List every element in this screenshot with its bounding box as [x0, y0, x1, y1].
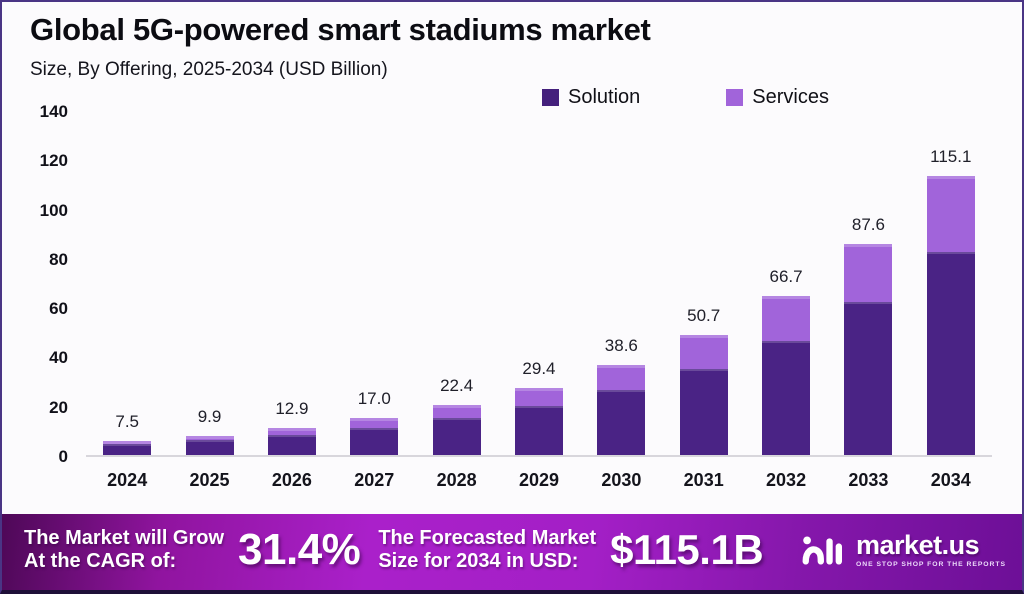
forecast-value: $115.1B — [610, 526, 764, 573]
bar-stack-2033 — [844, 244, 893, 455]
bar-segment-solution-2032 — [762, 340, 811, 455]
y-tick-40: 40 — [49, 348, 68, 368]
x-axis-labels: 2024 2025 2026 2027 2028 2029 2030 2031 2032 2033… — [86, 470, 992, 491]
bar-segment-solution-2030 — [597, 390, 646, 455]
x-label-2027: 2027 — [354, 470, 395, 490]
bar-segment-solution-2031 — [679, 369, 728, 455]
x-label-2031: 2031 — [683, 470, 724, 490]
bar-group-2033: 87.6 — [827, 112, 909, 455]
bar-group-2027: 17.0 — [333, 112, 415, 455]
bar-segment-services-2026 — [267, 428, 316, 435]
x-label-2029: 2029 — [518, 470, 559, 490]
bar-segment-services-2027 — [350, 418, 399, 428]
footer-banner: The Market will Grow At the CAGR of: 31.… — [2, 514, 1022, 590]
x-label-2028: 2028 — [436, 470, 477, 490]
bar-group-2034: 115.1 — [910, 112, 992, 455]
bar-segment-solution-2027 — [350, 427, 399, 455]
brand-tagline: ONE STOP SHOP FOR THE REPORTS — [856, 560, 1006, 568]
bar-group-2024: 7.5 — [86, 112, 168, 455]
chart-legend: Solution Services — [542, 86, 829, 109]
x-label-2032: 2032 — [766, 470, 807, 490]
bar-segment-solution-2024 — [103, 443, 152, 455]
page-title: Global 5G-powered smart stadiums market — [30, 12, 651, 47]
bar-stack-2026 — [267, 428, 316, 455]
bar-segment-services-2031 — [679, 335, 728, 370]
bar-total-label-2025: 9.9 — [197, 406, 222, 426]
cagr-label: The Market will Grow At the CAGR of: — [24, 527, 224, 573]
x-label-2033: 2033 — [848, 470, 889, 490]
x-label-2030: 2030 — [601, 470, 642, 490]
bar-stack-2025 — [185, 435, 234, 455]
cagr-label-line1: The Market will Grow — [24, 527, 225, 550]
bar-total-label-2026: 12.9 — [275, 399, 309, 419]
bar-segment-services-2030 — [597, 364, 646, 391]
bar-segment-solution-2033 — [844, 301, 893, 455]
y-tick-100: 100 — [39, 200, 68, 220]
bar-group-2030: 38.6 — [580, 112, 662, 455]
bar-total-label-2029: 29.4 — [522, 358, 556, 378]
forecast-label: The Forecasted Market Size for 2034 in U… — [378, 527, 596, 573]
bar-segment-services-2034 — [926, 176, 975, 253]
bar-group-2026: 12.9 — [251, 112, 333, 455]
bar-stack-2024 — [103, 440, 152, 455]
legend-label: Solution — [568, 86, 641, 108]
legend-item-solution: Solution — [542, 86, 640, 109]
bar-group-2028: 22.4 — [415, 112, 497, 455]
bar-group-2029: 29.4 — [498, 112, 580, 455]
bar-segment-solution-2025 — [185, 440, 234, 455]
legend-swatch-services — [726, 89, 744, 106]
brand-name: market.us — [856, 529, 980, 560]
x-label-2026: 2026 — [271, 470, 312, 490]
legend-swatch-solution — [542, 89, 559, 106]
bar-stack-2031 — [679, 335, 728, 455]
y-tick-140: 140 — [39, 102, 68, 121]
bar-segment-services-2028 — [432, 404, 481, 419]
bar-stack-2030 — [597, 364, 646, 455]
bar-segment-solution-2026 — [267, 434, 316, 455]
y-tick-20: 20 — [49, 397, 68, 417]
bar-segment-services-2025 — [185, 435, 234, 440]
brand-lockup: market.us ONE STOP SHOP FOR THE REPORTS — [802, 529, 1006, 569]
bar-stack-2029 — [514, 387, 563, 455]
chart-subtitle: Size, By Offering, 2025-2034 (USD Billio… — [30, 59, 388, 80]
forecast-label-line1: The Forecasted Market — [378, 527, 597, 550]
x-label-2025: 2025 — [189, 470, 230, 490]
bar-total-label-2031: 50.7 — [687, 306, 721, 326]
market-us-logo-icon — [802, 536, 843, 565]
legend-item-services: Services — [726, 86, 829, 109]
bar-total-label-2030: 38.6 — [604, 335, 638, 355]
bar-segment-services-2032 — [762, 295, 811, 341]
cagr-value: 31.4% — [238, 525, 361, 574]
bar-segment-solution-2034 — [926, 252, 975, 455]
bar-segment-services-2024 — [103, 440, 152, 444]
bar-segment-services-2029 — [514, 387, 563, 407]
bar-stack-2028 — [432, 404, 481, 455]
y-tick-120: 120 — [39, 151, 68, 171]
bar-segment-solution-2029 — [514, 406, 563, 455]
x-label-2034: 2034 — [930, 470, 971, 490]
bar-segment-services-2033 — [844, 244, 893, 302]
bar-total-label-2027: 17.0 — [357, 389, 391, 409]
bar-total-label-2028: 22.4 — [440, 375, 474, 395]
bar-stack-2032 — [762, 295, 811, 455]
bar-total-label-2034: 115.1 — [930, 147, 972, 167]
legend-label: Services — [752, 86, 829, 108]
plot-area: 7.5 9.9 12.9 17.0 22.4 29.4 38.6 50.7 66.7 87.6 11… — [86, 112, 992, 457]
bar-group-2025: 9.9 — [168, 112, 250, 455]
bar-stack-2027 — [350, 418, 399, 455]
cagr-label-line2: At the CAGR of: — [24, 550, 177, 572]
x-label-2024: 2024 — [107, 470, 148, 490]
bar-group-2032: 66.7 — [745, 112, 827, 455]
bar-group-2031: 50.7 — [663, 112, 745, 455]
y-tick-60: 60 — [49, 299, 68, 319]
bar-segment-solution-2028 — [432, 418, 481, 455]
forecast-label-line2: Size for 2034 in USD: — [378, 550, 579, 572]
bar-total-label-2032: 66.7 — [769, 266, 803, 286]
bar-total-label-2033: 87.6 — [851, 215, 885, 235]
y-tick-80: 80 — [49, 249, 68, 269]
bar-stack-2034 — [926, 176, 975, 455]
y-tick-0: 0 — [58, 447, 68, 466]
bar-total-label-2024: 7.5 — [115, 411, 139, 431]
